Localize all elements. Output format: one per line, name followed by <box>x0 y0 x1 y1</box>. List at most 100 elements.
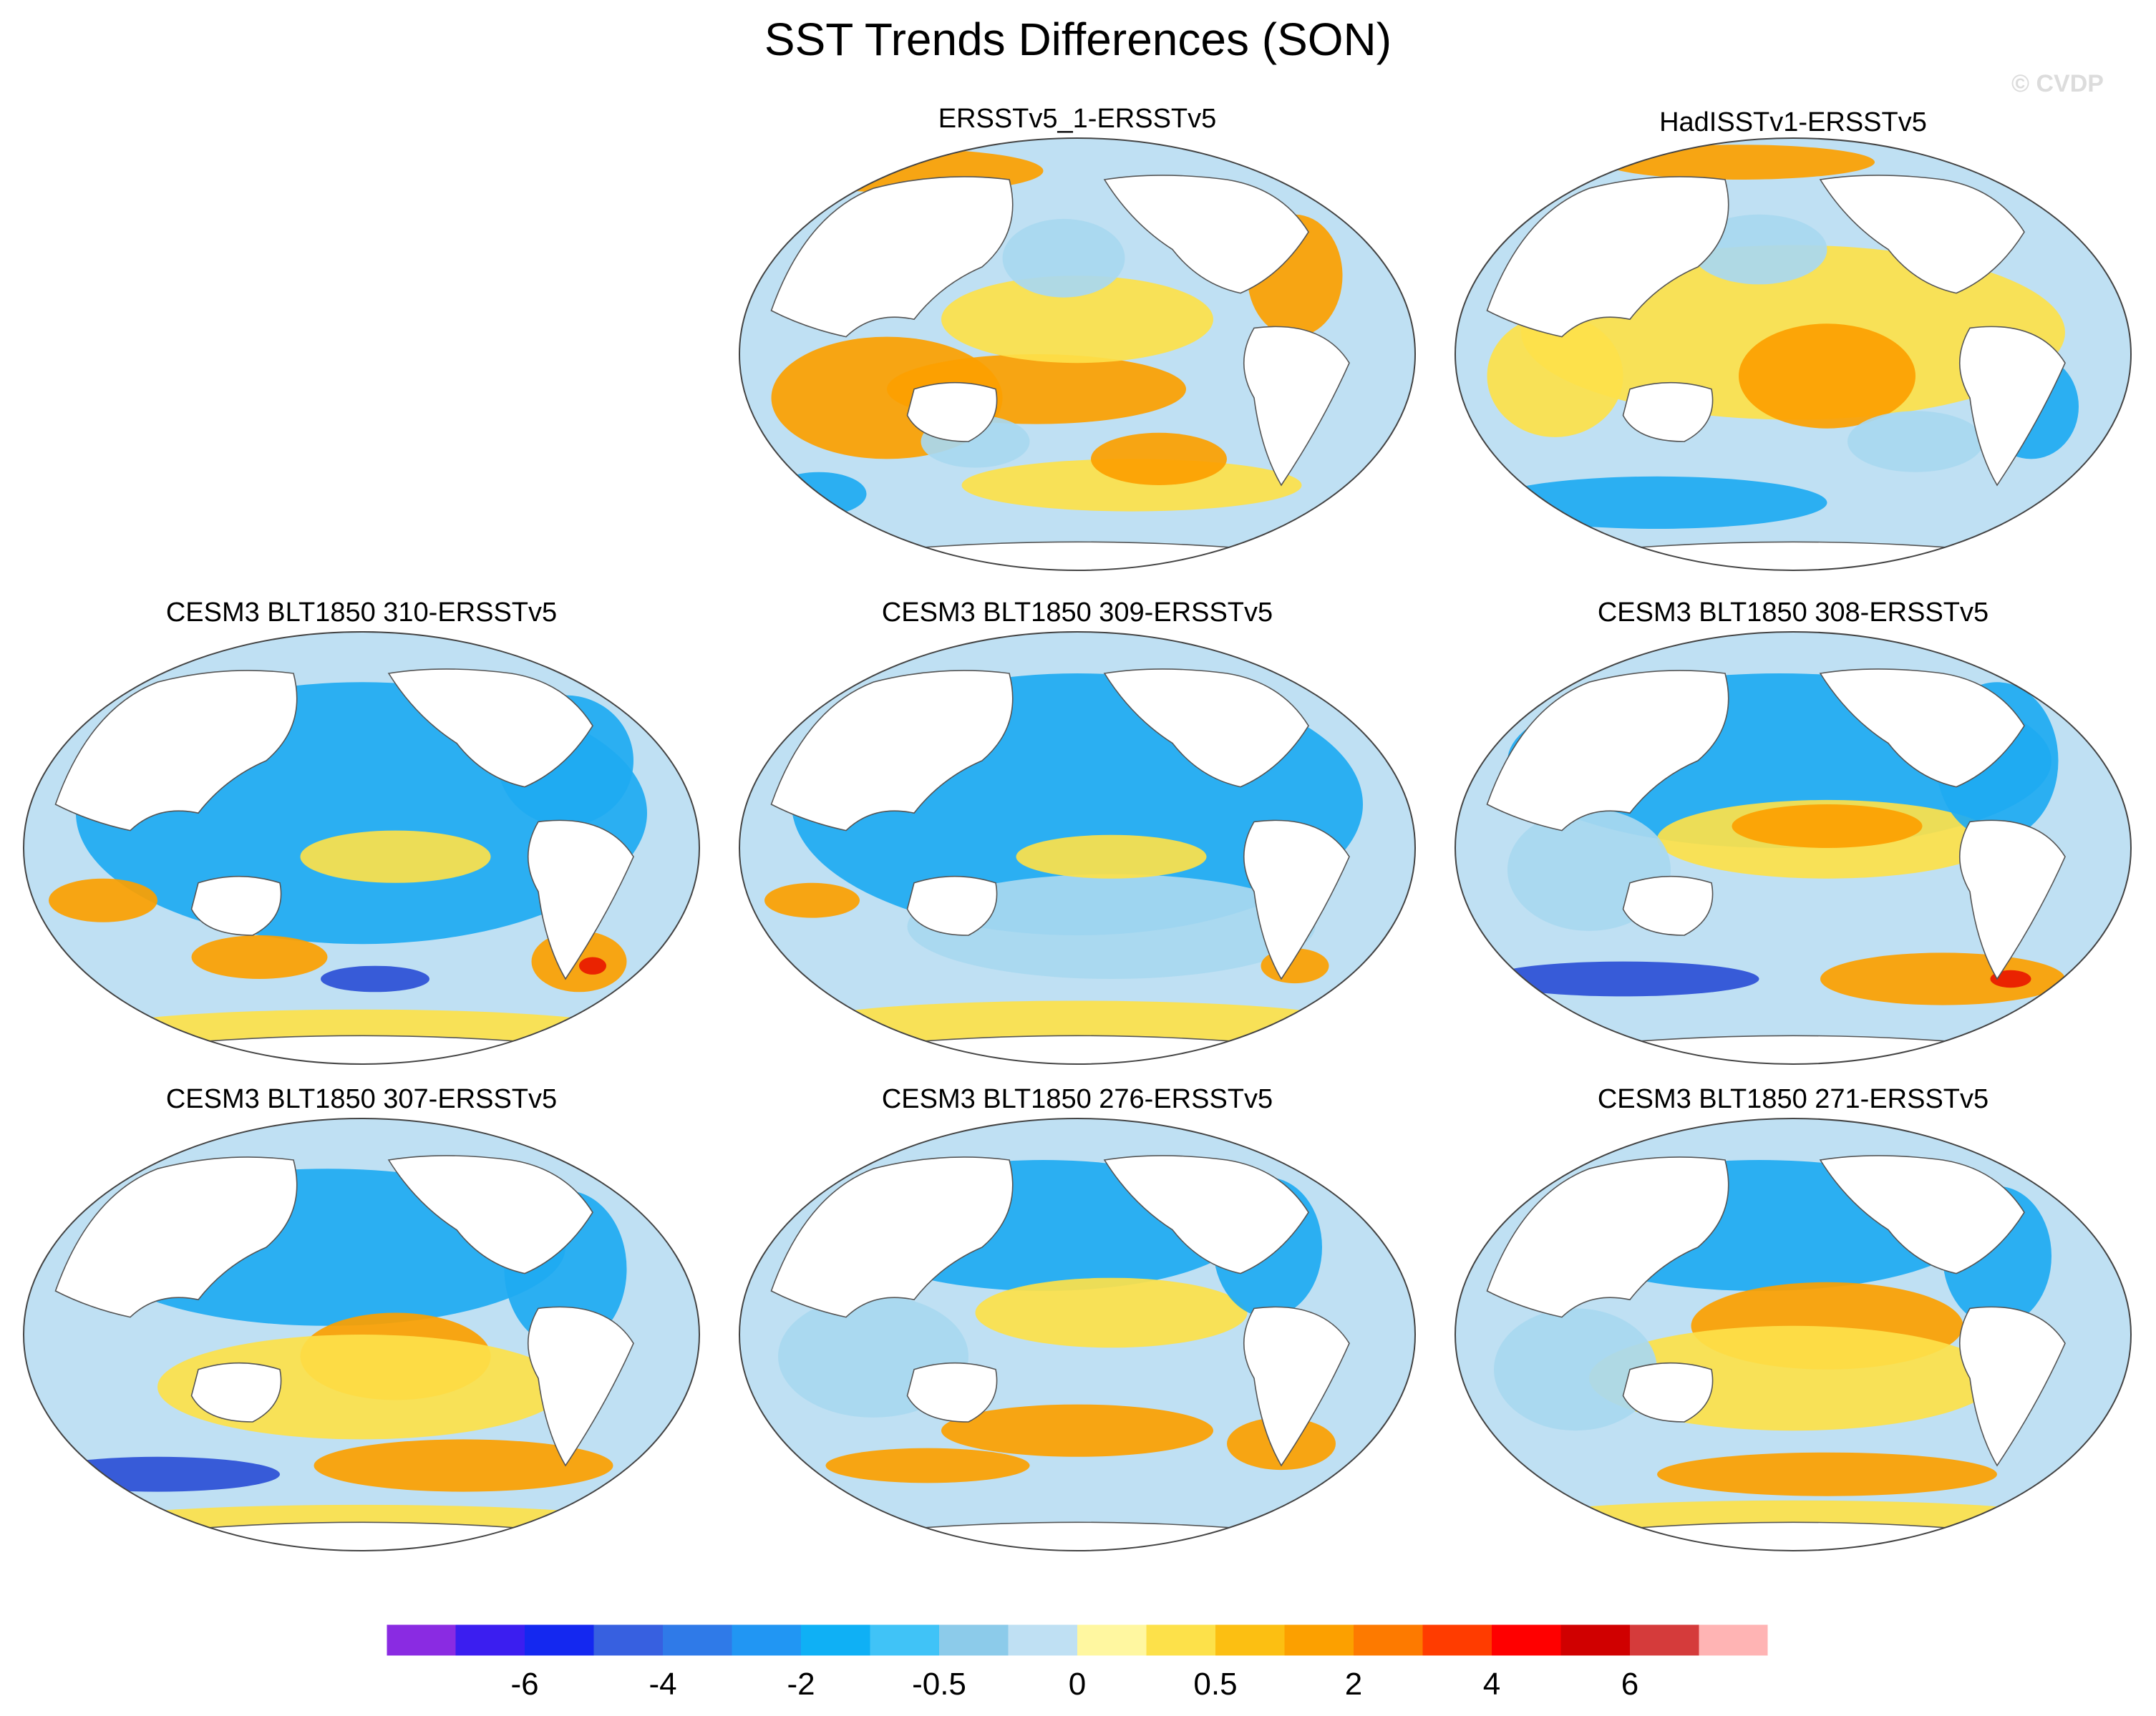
sst-anomaly-region-yellow <box>941 276 1213 364</box>
panel-title: ERSSTv5_1-ERSSTv5 <box>938 104 1217 134</box>
sst-anomaly-region-lightblue <box>1002 218 1125 298</box>
land-south-america <box>1243 326 1350 487</box>
sst-anomaly-region-orange <box>49 878 157 922</box>
map-panel <box>739 137 1416 571</box>
land-asia <box>1486 176 1729 338</box>
land-asia <box>54 1156 298 1318</box>
land-greenland <box>578 645 635 683</box>
map-panel <box>1455 137 2132 571</box>
sst-anomaly-region-orange <box>764 882 860 918</box>
sst-anomaly-region-red <box>579 957 606 975</box>
colorbar-swatch <box>387 1624 456 1656</box>
land-antarctica <box>1554 541 2032 570</box>
sst-anomaly-region-yellow <box>300 830 491 883</box>
colorbar-tick-label: -6 <box>510 1667 538 1702</box>
colorbar-tick-label: 6 <box>1621 1667 1638 1702</box>
land-asia <box>770 1156 1014 1318</box>
colorbar-swatch <box>1146 1624 1215 1656</box>
colorbar-swatch <box>939 1624 1009 1656</box>
colorbar-tick-label: -4 <box>649 1667 676 1702</box>
colorbar-swatch <box>1422 1624 1492 1656</box>
land-north-america <box>1819 1155 2025 1274</box>
sst-anomaly-region-orange <box>1732 804 1923 848</box>
land-antarctica <box>838 1035 1316 1064</box>
colorbar-swatch <box>1492 1624 1561 1656</box>
colorbar-swatch <box>1284 1624 1354 1656</box>
land-asia <box>770 176 1014 338</box>
land-south-america <box>1243 819 1350 980</box>
sst-anomaly-region-orange <box>1091 432 1227 485</box>
land-australia <box>1622 381 1714 442</box>
land-south-america <box>528 1306 634 1467</box>
land-asia <box>1486 670 1729 832</box>
panel-title: CESM3 BLT1850 310-ERSSTv5 <box>165 598 558 628</box>
land-greenland <box>578 1132 635 1169</box>
colorbar-tick-label: 0 <box>1069 1667 1086 1702</box>
sst-anomaly-region-darkblue <box>35 1456 280 1492</box>
land-north-america <box>387 1155 593 1274</box>
panel-title: CESM3 BLT1850 309-ERSSTv5 <box>881 598 1273 628</box>
sst-anomaly-region-orange <box>1603 145 1875 180</box>
map-panel <box>1455 631 2132 1065</box>
sst-anomaly-region-orange <box>191 935 328 979</box>
colorbar-swatch <box>1699 1624 1768 1656</box>
colorbar-swatch <box>1008 1624 1077 1656</box>
land-australia <box>906 875 998 936</box>
map-border <box>1455 631 2132 1065</box>
sst-anomaly-region-lightblue <box>1691 214 1827 285</box>
map-border <box>23 1118 700 1551</box>
cvdp-watermark: © CVDP <box>2011 70 2104 97</box>
map-border <box>1455 137 2132 571</box>
colorbar-swatch <box>1560 1624 1630 1656</box>
land-antarctica <box>1554 1521 2032 1551</box>
sst-anomaly-region-lightblue <box>1847 411 1983 472</box>
land-australia <box>190 875 282 936</box>
colorbar-swatch <box>732 1624 801 1656</box>
map-border <box>739 631 1416 1065</box>
land-asia <box>54 670 298 832</box>
land-north-america <box>1819 175 2025 294</box>
land-greenland <box>2010 645 2067 683</box>
sst-anomaly-region-orange <box>314 1439 613 1492</box>
panel-title: CESM3 BLT1850 271-ERSSTv5 <box>1597 1084 1989 1114</box>
land-north-america <box>1819 668 2025 788</box>
colorbar-swatch <box>525 1624 594 1656</box>
sst-anomaly-region-orange <box>1657 1452 1997 1496</box>
land-asia <box>770 670 1014 832</box>
colorbar-tick-label: 2 <box>1345 1667 1362 1702</box>
panel-title: CESM3 BLT1850 276-ERSSTv5 <box>881 1084 1273 1114</box>
land-antarctica <box>122 1521 601 1551</box>
colorbar-swatch <box>870 1624 939 1656</box>
map-border <box>23 631 700 1065</box>
sst-anomaly-region-yellow <box>1487 315 1623 437</box>
map-panel <box>23 1118 700 1551</box>
panel-title: CESM3 BLT1850 308-ERSSTv5 <box>1597 598 1989 628</box>
colorbar-swatch <box>1215 1624 1285 1656</box>
sst-anomaly-region-darkblue <box>321 965 429 993</box>
colorbar-tick-label: 4 <box>1483 1667 1500 1702</box>
map-panel <box>739 1118 1416 1551</box>
colorbar-tick-label: 0.5 <box>1193 1667 1237 1702</box>
colorbar-swatch <box>455 1624 525 1656</box>
panel-title: HadISSTv1-ERSSTv5 <box>1659 107 1927 137</box>
figure-title: SST Trends Differences (SON) <box>764 14 1392 65</box>
panel-title: CESM3 BLT1850 307-ERSSTv5 <box>165 1084 558 1114</box>
map-border <box>739 1118 1416 1551</box>
map-border <box>739 137 1416 571</box>
map-border <box>1455 1118 2132 1551</box>
land-australia <box>906 381 998 442</box>
sst-anomaly-region-yellow <box>1016 834 1207 879</box>
land-antarctica <box>122 1035 601 1064</box>
land-north-america <box>1103 1155 1309 1274</box>
land-south-america <box>528 819 634 980</box>
colorbar-swatch <box>801 1624 870 1656</box>
sst-anomaly-region-orange <box>825 1448 1030 1483</box>
land-south-america <box>1959 819 2066 980</box>
sst-anomaly-region-orange <box>941 1404 1213 1457</box>
land-south-america <box>1243 1306 1350 1467</box>
land-antarctica <box>1554 1035 2032 1064</box>
sst-anomaly-region-yellow <box>805 1000 1349 1045</box>
colorbar: -6 -4 -2 -0.5 0 0.5 2 4 6 <box>386 1624 1769 1702</box>
map-panel <box>23 631 700 1065</box>
land-south-america <box>1959 1306 2066 1467</box>
